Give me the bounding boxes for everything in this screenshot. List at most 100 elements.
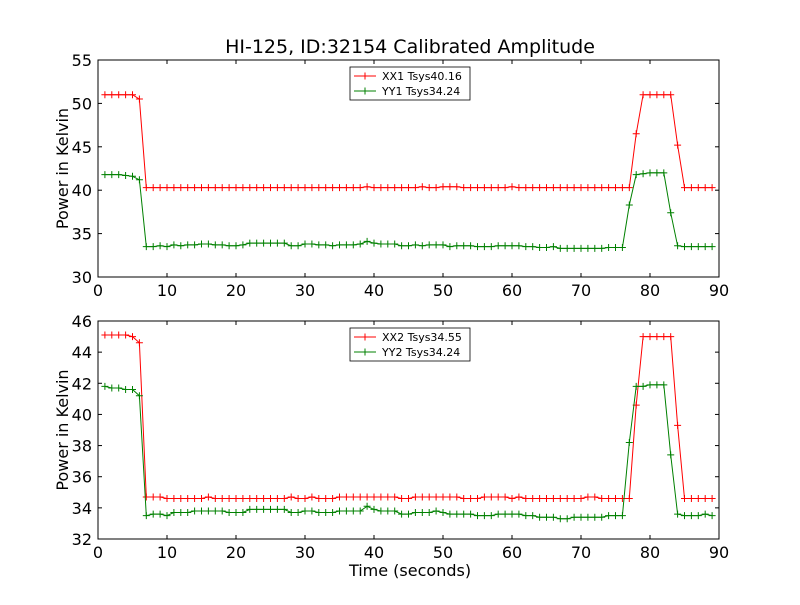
data-point [239, 184, 247, 192]
data-point [701, 510, 709, 518]
data-point [122, 171, 130, 179]
data-point [674, 421, 682, 429]
data-point [584, 184, 592, 192]
data-point [142, 493, 150, 501]
data-point [246, 239, 254, 247]
data-point [163, 512, 171, 520]
legend-label: YY1 Tsys34.24 [381, 85, 460, 98]
data-point [129, 333, 136, 341]
legend-marker [361, 72, 369, 80]
data-point [204, 240, 212, 248]
data-point [549, 243, 557, 251]
y-tick-label: 50 [72, 94, 92, 113]
x-axis-label: Time (seconds) [348, 561, 471, 580]
data-point [101, 91, 109, 99]
x-tick-label: 30 [295, 281, 315, 300]
data-point [612, 512, 619, 520]
data-point [563, 495, 571, 503]
data-point [487, 512, 495, 520]
data-point [605, 495, 613, 503]
data-point [598, 495, 606, 503]
data-point [439, 241, 447, 249]
data-point [246, 505, 254, 513]
data-point [591, 184, 599, 192]
x-tick-label: 90 [709, 543, 729, 562]
data-point [556, 244, 564, 252]
data-point [536, 184, 544, 192]
data-point [253, 495, 261, 503]
data-point [322, 184, 330, 192]
data-point [674, 242, 682, 250]
data-point [377, 184, 385, 192]
data-point [170, 184, 178, 192]
data-point [342, 507, 350, 515]
data-point [605, 512, 613, 520]
x-tick-label: 60 [502, 543, 522, 562]
data-point [687, 495, 695, 503]
data-point [170, 241, 178, 249]
data-point [156, 493, 164, 501]
data-point [605, 243, 613, 251]
data-point [639, 170, 647, 178]
legend-marker [361, 87, 369, 95]
data-point [184, 241, 192, 249]
data-point [501, 242, 509, 250]
data-point [329, 509, 337, 517]
data-point [384, 493, 392, 501]
data-point [618, 243, 626, 251]
legend-label: XX2 Tsys34.55 [382, 331, 462, 344]
data-point [204, 184, 212, 192]
data-point [708, 495, 716, 503]
data-point [280, 239, 288, 247]
data-point [115, 91, 123, 99]
data-point [446, 510, 454, 518]
data-point [494, 510, 502, 518]
data-point [329, 242, 337, 250]
data-point [612, 184, 619, 192]
data-point [708, 184, 716, 192]
data-point [646, 169, 654, 177]
data-point [101, 331, 109, 339]
data-point [446, 183, 454, 191]
data-point [142, 512, 150, 520]
data-point [377, 507, 385, 515]
data-point [177, 184, 185, 192]
data-point [556, 515, 564, 523]
data-point [549, 513, 557, 521]
data-point [349, 507, 357, 515]
data-point [577, 495, 585, 503]
data-point [646, 381, 654, 389]
data-point [198, 495, 205, 503]
data-point [267, 184, 274, 192]
data-point [377, 493, 385, 501]
data-point [301, 240, 309, 248]
data-point [301, 495, 309, 503]
data-point [612, 243, 619, 251]
data-point [598, 244, 606, 252]
data-point [315, 495, 323, 503]
data-point [694, 512, 702, 520]
data-point [246, 184, 254, 192]
data-point [653, 333, 661, 341]
data-point [156, 242, 164, 250]
data-point [708, 243, 716, 251]
data-point [239, 509, 247, 517]
data-point [253, 505, 261, 513]
data-point [191, 184, 199, 192]
data-point [267, 239, 274, 247]
data-point [501, 184, 509, 192]
data-point [618, 495, 626, 503]
data-point [239, 241, 247, 249]
data-point [584, 493, 592, 501]
data-point [398, 184, 406, 192]
data-point [508, 495, 516, 503]
y-tick-label: 30 [72, 268, 92, 287]
data-point [625, 184, 633, 192]
data-point [322, 509, 330, 517]
data-point [391, 184, 399, 192]
data-point [549, 184, 557, 192]
data-point [515, 510, 523, 518]
data-point [287, 509, 295, 517]
data-point [273, 505, 281, 513]
